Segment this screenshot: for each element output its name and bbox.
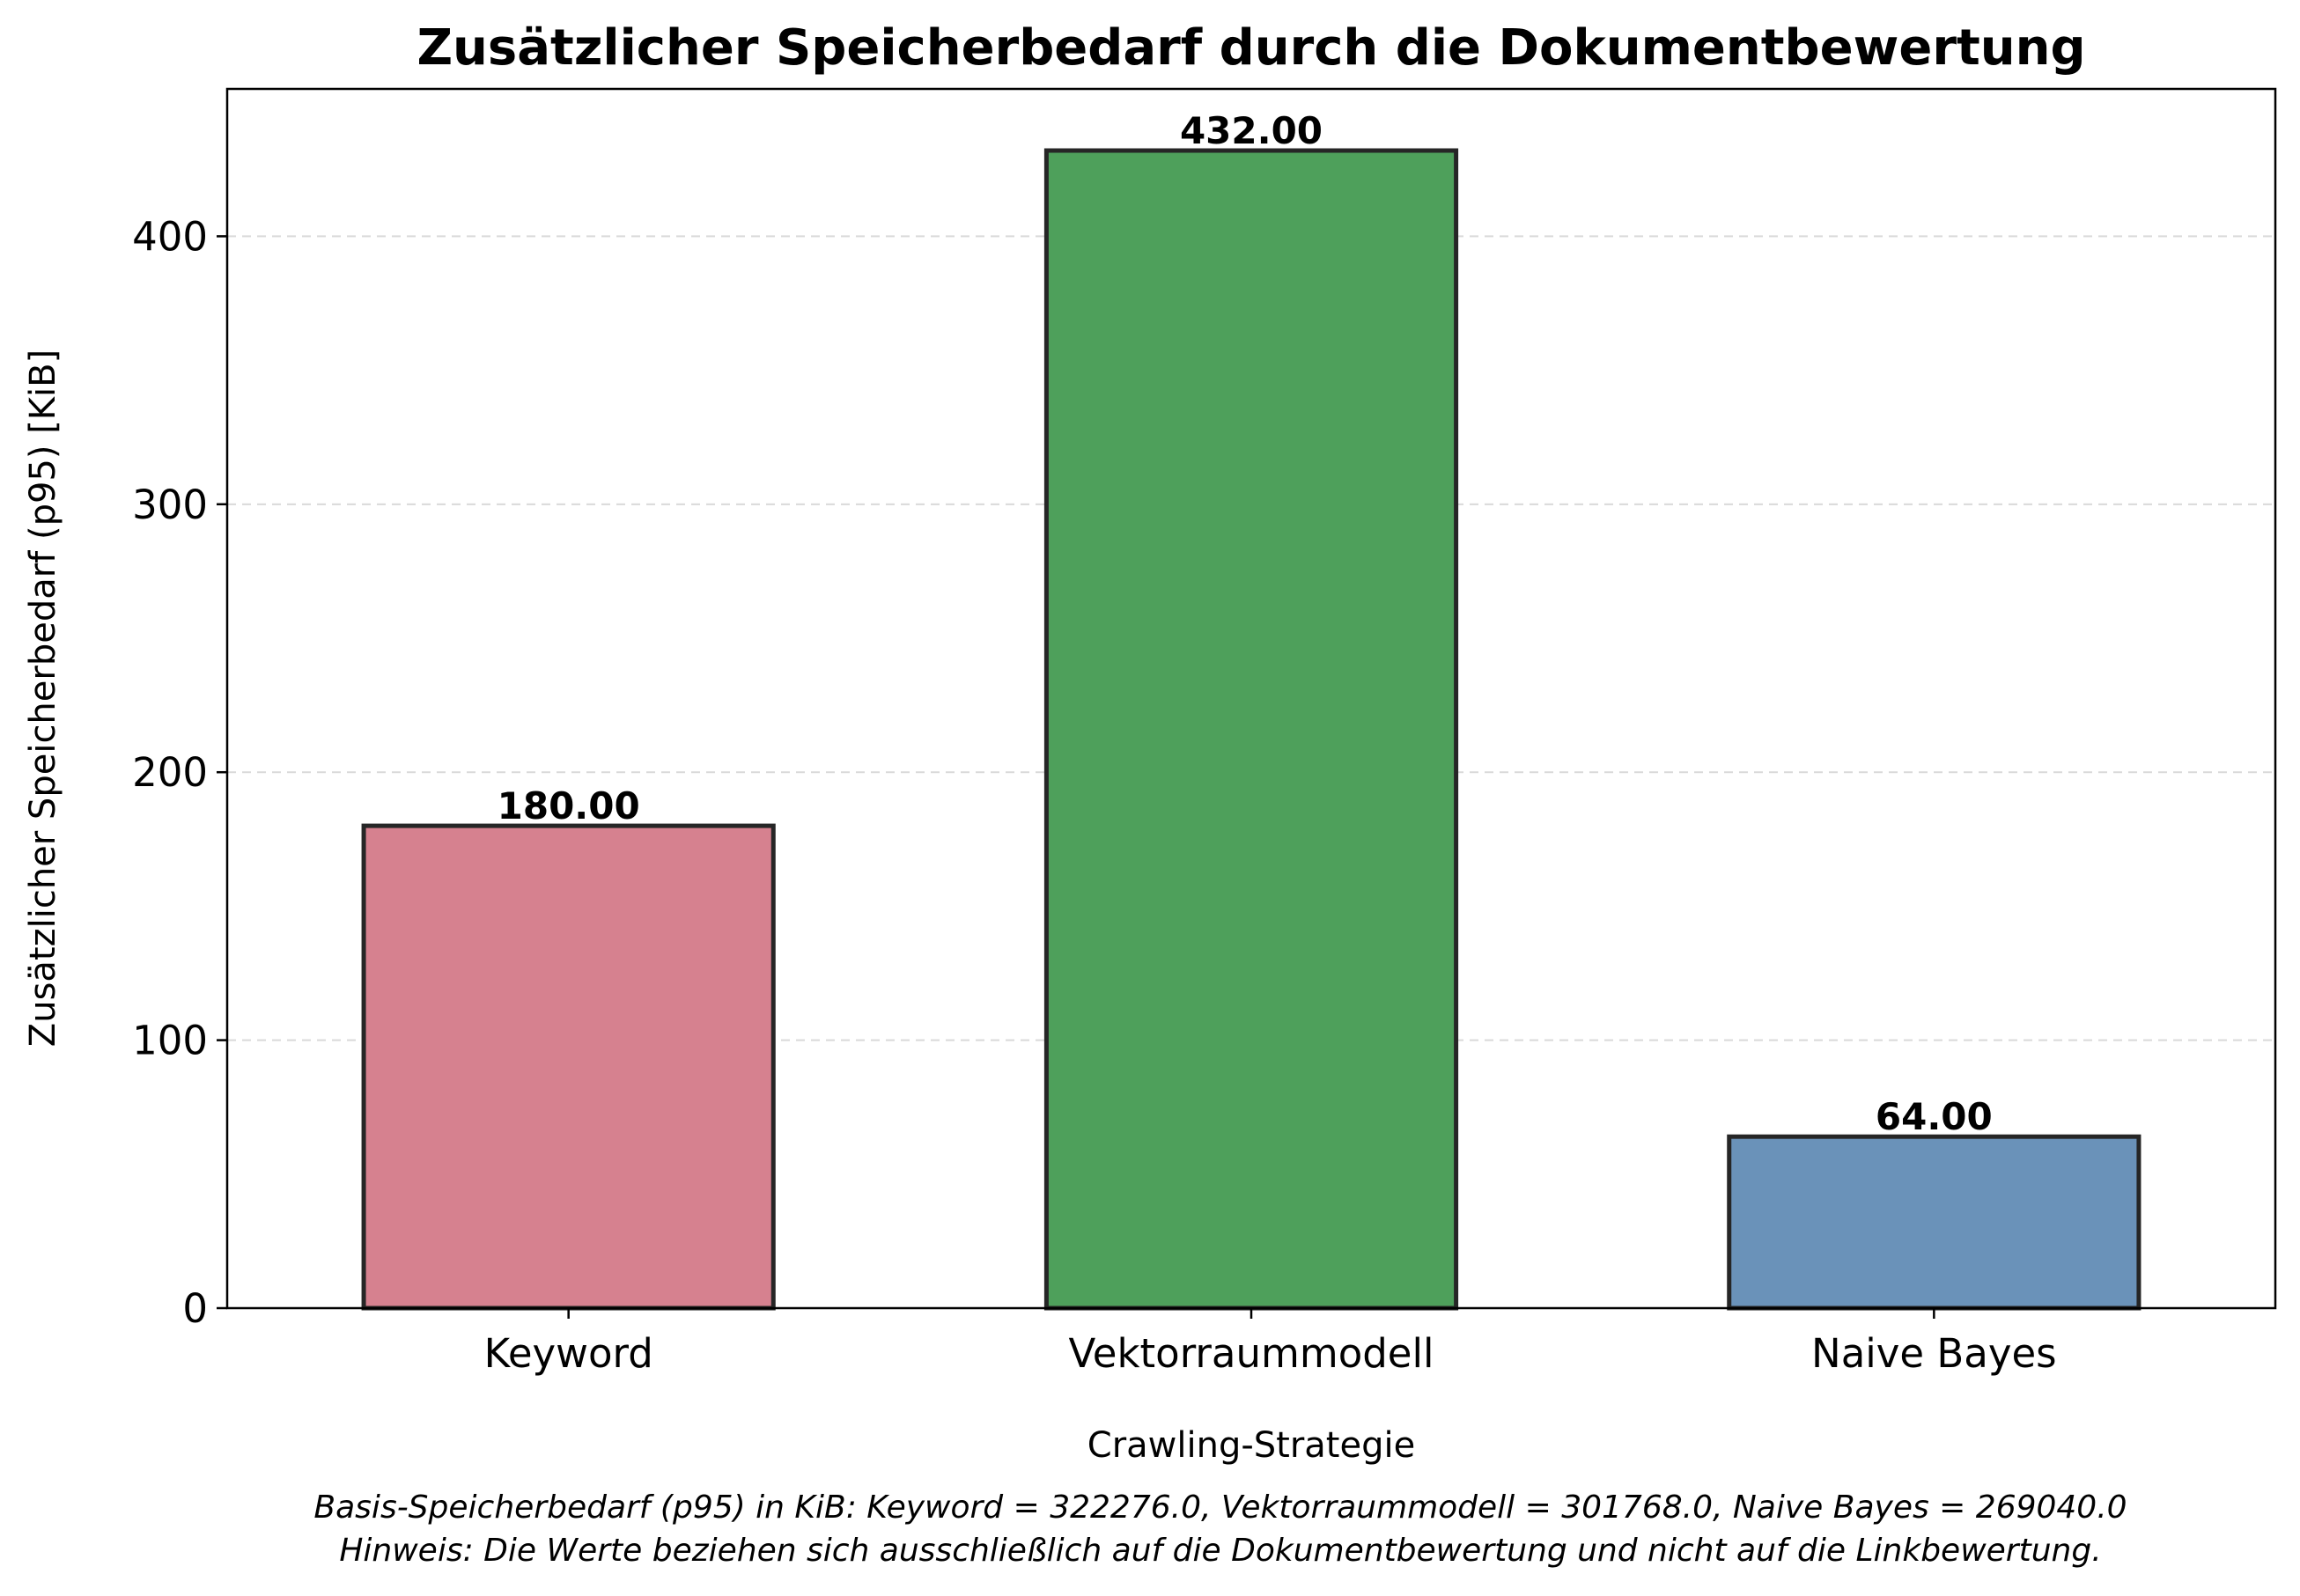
x-tick-label: Naive Bayes — [1811, 1330, 2057, 1377]
bars — [361, 148, 2142, 1311]
bar-value-label: 64.00 — [1876, 1095, 1993, 1138]
bar-value-label: 180.00 — [498, 784, 640, 827]
y-tick-label: 300 — [132, 482, 208, 528]
x-axis-label: Crawling-Strategie — [1087, 1425, 1415, 1466]
bar-naive-bayes — [1727, 1134, 2142, 1311]
y-tick-label: 0 — [182, 1285, 208, 1332]
note-base-memory: Basis-Speicherbedarf (p95) in KiB: Keywo… — [313, 1489, 2127, 1526]
bar-keyword — [361, 823, 776, 1311]
x-tick-label: Keyword — [484, 1330, 653, 1377]
bar-vektorraummodell — [1043, 148, 1459, 1311]
x-axis-ticks: Keyword Vektorraummodell Naive Bayes — [484, 1308, 2057, 1377]
note-disclaimer: Hinweis: Die Werte beziehen sich ausschl… — [339, 1533, 2101, 1569]
y-tick-label: 100 — [132, 1018, 208, 1064]
chart-title: Zusätzlicher Speicherbedarf durch die Do… — [417, 19, 2085, 77]
y-axis-label: Zusätzlicher Speicherbedarf (p95) [KiB] — [23, 349, 63, 1047]
y-axis-ticks: 0 100 200 300 400 — [132, 213, 227, 1332]
bar-value-label: 432.00 — [1180, 109, 1323, 152]
y-tick-label: 400 — [132, 213, 208, 260]
value-labels: 180.00 432.00 64.00 — [498, 109, 1993, 1138]
y-tick-label: 200 — [132, 749, 208, 796]
x-tick-label: Vektorraummodell — [1069, 1330, 1434, 1377]
